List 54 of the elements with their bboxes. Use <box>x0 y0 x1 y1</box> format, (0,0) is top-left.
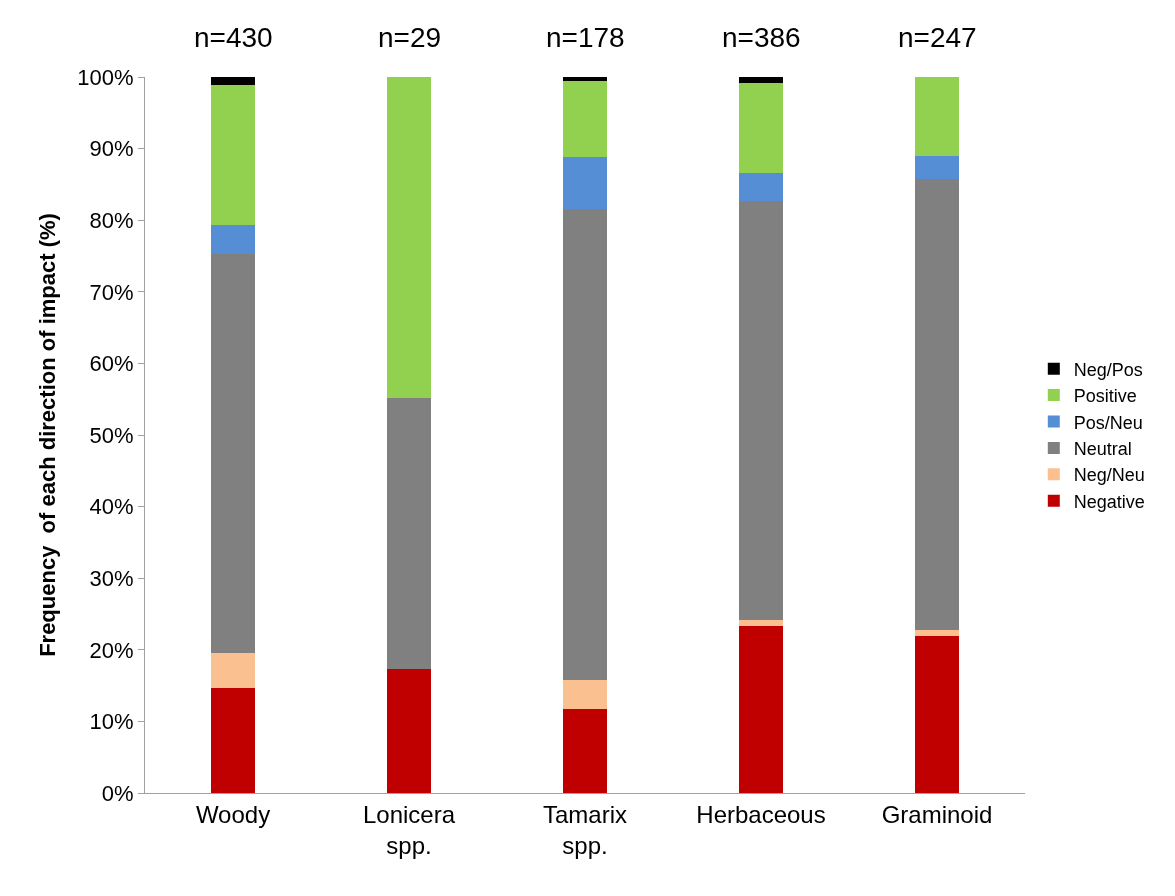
y-tick-label: 20% <box>89 637 134 663</box>
legend-label: Neg/Neu <box>1073 465 1145 486</box>
bar <box>739 172 783 201</box>
bar <box>915 630 959 637</box>
y-tick-label: 70% <box>89 279 134 305</box>
bar <box>915 155 959 179</box>
y-tick-label: 90% <box>89 136 134 162</box>
bar <box>211 84 255 226</box>
legend-label: Negative <box>1073 491 1145 512</box>
bar <box>563 679 607 709</box>
y-tick-label: 50% <box>89 422 134 448</box>
bar <box>387 669 431 793</box>
x-tick-label: Tamarix spp. <box>542 800 628 859</box>
bar <box>915 636 959 793</box>
bar <box>739 200 783 621</box>
legend-label: Positive <box>1073 386 1137 407</box>
y-tick-label: 80% <box>89 207 134 233</box>
y-tick-label: 60% <box>89 351 134 377</box>
bar <box>739 620 783 627</box>
bar <box>739 626 783 793</box>
bar <box>211 687 255 793</box>
y-tick-label: 100% <box>77 64 134 90</box>
legend-label: Neg/Pos <box>1073 359 1143 380</box>
y-tick-label: 30% <box>89 565 134 591</box>
bar <box>563 77 607 81</box>
bar <box>211 225 255 254</box>
bar <box>387 397 431 670</box>
y-tick-label: 10% <box>89 709 134 735</box>
legend-label: Neutral <box>1073 438 1132 459</box>
bar <box>563 80 607 158</box>
text: n=430 <box>194 22 273 53</box>
bar <box>563 708 607 793</box>
x-tick-label: Graminoid <box>881 800 993 828</box>
y-axis-title: Frequency of each direction of impact (%) <box>35 213 61 657</box>
bar <box>563 157 607 210</box>
text: n=386 <box>722 22 801 53</box>
x-tick-label: Lonicera spp. <box>362 800 456 859</box>
y-tick-label: 40% <box>89 494 134 520</box>
text: n=178 <box>546 22 625 53</box>
x-tick-label: Herbaceous <box>696 800 826 828</box>
bar <box>915 77 959 156</box>
bar <box>563 209 607 680</box>
bar <box>739 82 783 173</box>
text: n=29 <box>378 22 442 53</box>
bar <box>387 77 431 398</box>
bar <box>211 253 255 653</box>
legend-label: Pos/Neu <box>1073 412 1143 433</box>
bar <box>915 178 959 631</box>
bar <box>211 652 255 688</box>
text: n=247 <box>898 22 977 53</box>
bar <box>211 77 255 85</box>
y-tick-label: 0% <box>101 780 134 806</box>
x-tick-label: Woody <box>195 800 271 828</box>
bar <box>739 77 783 83</box>
